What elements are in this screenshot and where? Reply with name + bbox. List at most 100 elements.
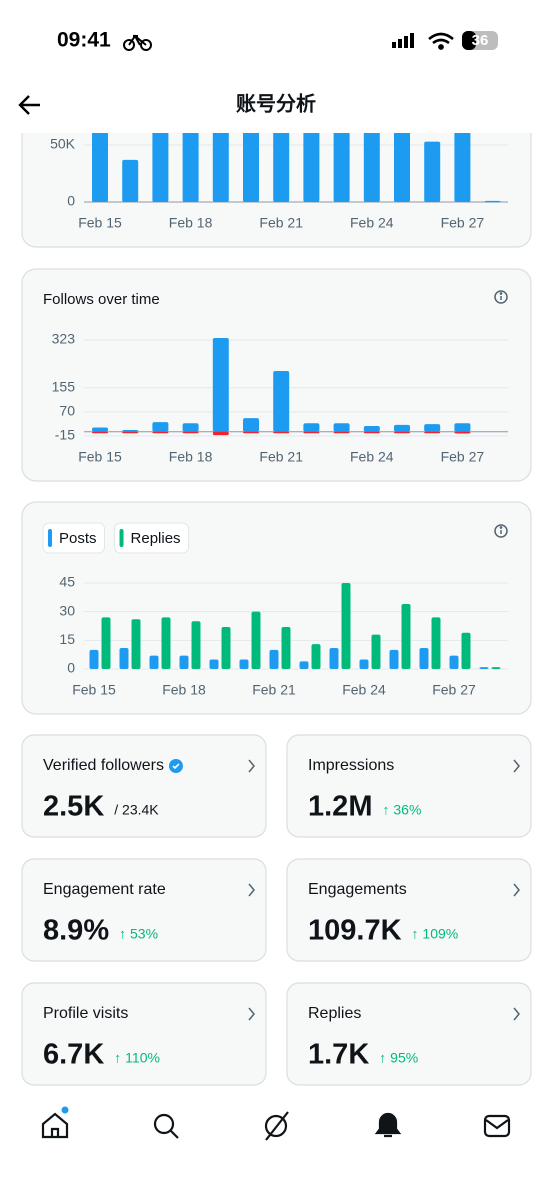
metric-card[interactable]: Verified followers 2.5K / 23.4K bbox=[21, 734, 267, 838]
bar bbox=[311, 644, 321, 669]
x-tick-label: Feb 18 bbox=[169, 449, 213, 465]
bar bbox=[243, 418, 259, 432]
card-bg bbox=[286, 982, 532, 1086]
legend-item: Replies bbox=[114, 522, 190, 554]
metric-label: Verified followers bbox=[43, 757, 164, 774]
card-bg bbox=[21, 982, 267, 1086]
notifications-tab[interactable] bbox=[374, 1112, 402, 1138]
x-tick-label: Feb 24 bbox=[350, 215, 394, 231]
bar bbox=[303, 423, 320, 432]
bar bbox=[131, 619, 141, 669]
bar bbox=[273, 131, 290, 202]
bike-icon bbox=[123, 34, 152, 51]
bar bbox=[449, 655, 459, 669]
metric-detail: / 23.4K bbox=[114, 802, 159, 818]
home-tab[interactable] bbox=[41, 1112, 69, 1139]
metric-label: Engagements bbox=[308, 881, 407, 898]
bar bbox=[424, 424, 441, 432]
clock: 09:41 bbox=[57, 29, 111, 52]
bar bbox=[484, 200, 501, 203]
bar bbox=[299, 661, 309, 669]
bar bbox=[152, 422, 169, 432]
bar bbox=[341, 583, 351, 669]
wifi-icon bbox=[428, 32, 454, 50]
card-bg bbox=[286, 734, 532, 838]
bar bbox=[363, 131, 380, 202]
battery-level bbox=[462, 31, 476, 50]
bar bbox=[461, 632, 471, 669]
chevron bbox=[248, 883, 255, 897]
bar bbox=[89, 649, 99, 669]
metric-value: 1.7K bbox=[308, 1039, 369, 1071]
metric-card[interactable]: Impressions 1.2M ↑ 36% bbox=[286, 734, 532, 838]
metrics: Verified followers 2.5K / 23.4K Impressions… bbox=[21, 734, 532, 1086]
grok-tab[interactable] bbox=[264, 1111, 289, 1141]
bar bbox=[243, 431, 259, 434]
bar bbox=[152, 431, 169, 434]
bar bbox=[149, 655, 159, 669]
bar bbox=[273, 431, 290, 434]
x-tick-label: Feb 15 bbox=[78, 449, 122, 465]
bar bbox=[454, 423, 471, 432]
bar bbox=[363, 431, 380, 434]
chevron bbox=[513, 883, 520, 897]
legend-box bbox=[114, 522, 190, 554]
metric-value: 1.2M bbox=[308, 791, 372, 823]
legend-label: Posts bbox=[59, 530, 97, 547]
metric-card[interactable]: Engagements 109.7K ↑ 109% bbox=[286, 858, 532, 962]
bar bbox=[191, 621, 201, 669]
bar bbox=[371, 634, 381, 669]
y-tick-label: 323 bbox=[52, 331, 76, 347]
metric-change: ↑ 53% bbox=[119, 926, 158, 942]
bar bbox=[333, 423, 350, 432]
bar bbox=[424, 141, 441, 202]
bar bbox=[212, 338, 229, 432]
metric-value: 2.5K bbox=[43, 791, 104, 823]
bar bbox=[303, 131, 320, 202]
back-button[interactable] bbox=[18, 95, 40, 115]
battery-text: 36 bbox=[472, 32, 489, 49]
bar bbox=[329, 647, 339, 669]
legend-swatch bbox=[48, 529, 52, 547]
bottom-nav bbox=[41, 1106, 511, 1141]
bar bbox=[101, 617, 111, 669]
x-tick-label: Feb 15 bbox=[78, 215, 122, 231]
bar bbox=[454, 131, 471, 202]
bar bbox=[92, 427, 108, 432]
y-tick-label: 45 bbox=[59, 574, 75, 590]
chevron bbox=[248, 1007, 255, 1021]
y-tick-label: 15 bbox=[59, 631, 75, 647]
bar bbox=[239, 659, 249, 669]
info-icon[interactable] bbox=[494, 524, 508, 538]
info-icon[interactable] bbox=[494, 290, 508, 304]
legend-swatch bbox=[119, 529, 124, 547]
bar bbox=[209, 659, 219, 669]
metric-change: ↑ 109% bbox=[412, 926, 459, 942]
bar bbox=[424, 431, 441, 434]
search-tab[interactable] bbox=[153, 1113, 179, 1139]
metric-card[interactable]: Engagement rate 8.9% ↑ 53% bbox=[21, 858, 267, 962]
metric-card[interactable]: Profile visits 6.7K ↑ 110% bbox=[21, 982, 267, 1086]
bar bbox=[92, 431, 108, 434]
bar bbox=[359, 659, 369, 669]
bar bbox=[479, 667, 489, 669]
bar bbox=[389, 649, 399, 669]
x-tick-label: Feb 15 bbox=[72, 682, 116, 698]
metric-card[interactable]: Replies 1.7K ↑ 95% bbox=[286, 982, 532, 1086]
card-bg bbox=[286, 858, 532, 962]
bar bbox=[491, 667, 501, 669]
metric-label: Impressions bbox=[308, 757, 394, 774]
bar bbox=[182, 131, 199, 202]
x-tick-label: Feb 24 bbox=[350, 449, 394, 465]
bar bbox=[419, 647, 429, 669]
card-bg bbox=[21, 734, 267, 838]
bar bbox=[333, 131, 350, 202]
bar bbox=[401, 604, 411, 669]
y-tick-label: 0 bbox=[67, 193, 75, 209]
chevron bbox=[248, 759, 255, 773]
messages-tab[interactable] bbox=[483, 1114, 511, 1138]
x-tick-label: Feb 18 bbox=[162, 682, 206, 698]
x-tick-label: Feb 27 bbox=[441, 215, 485, 231]
